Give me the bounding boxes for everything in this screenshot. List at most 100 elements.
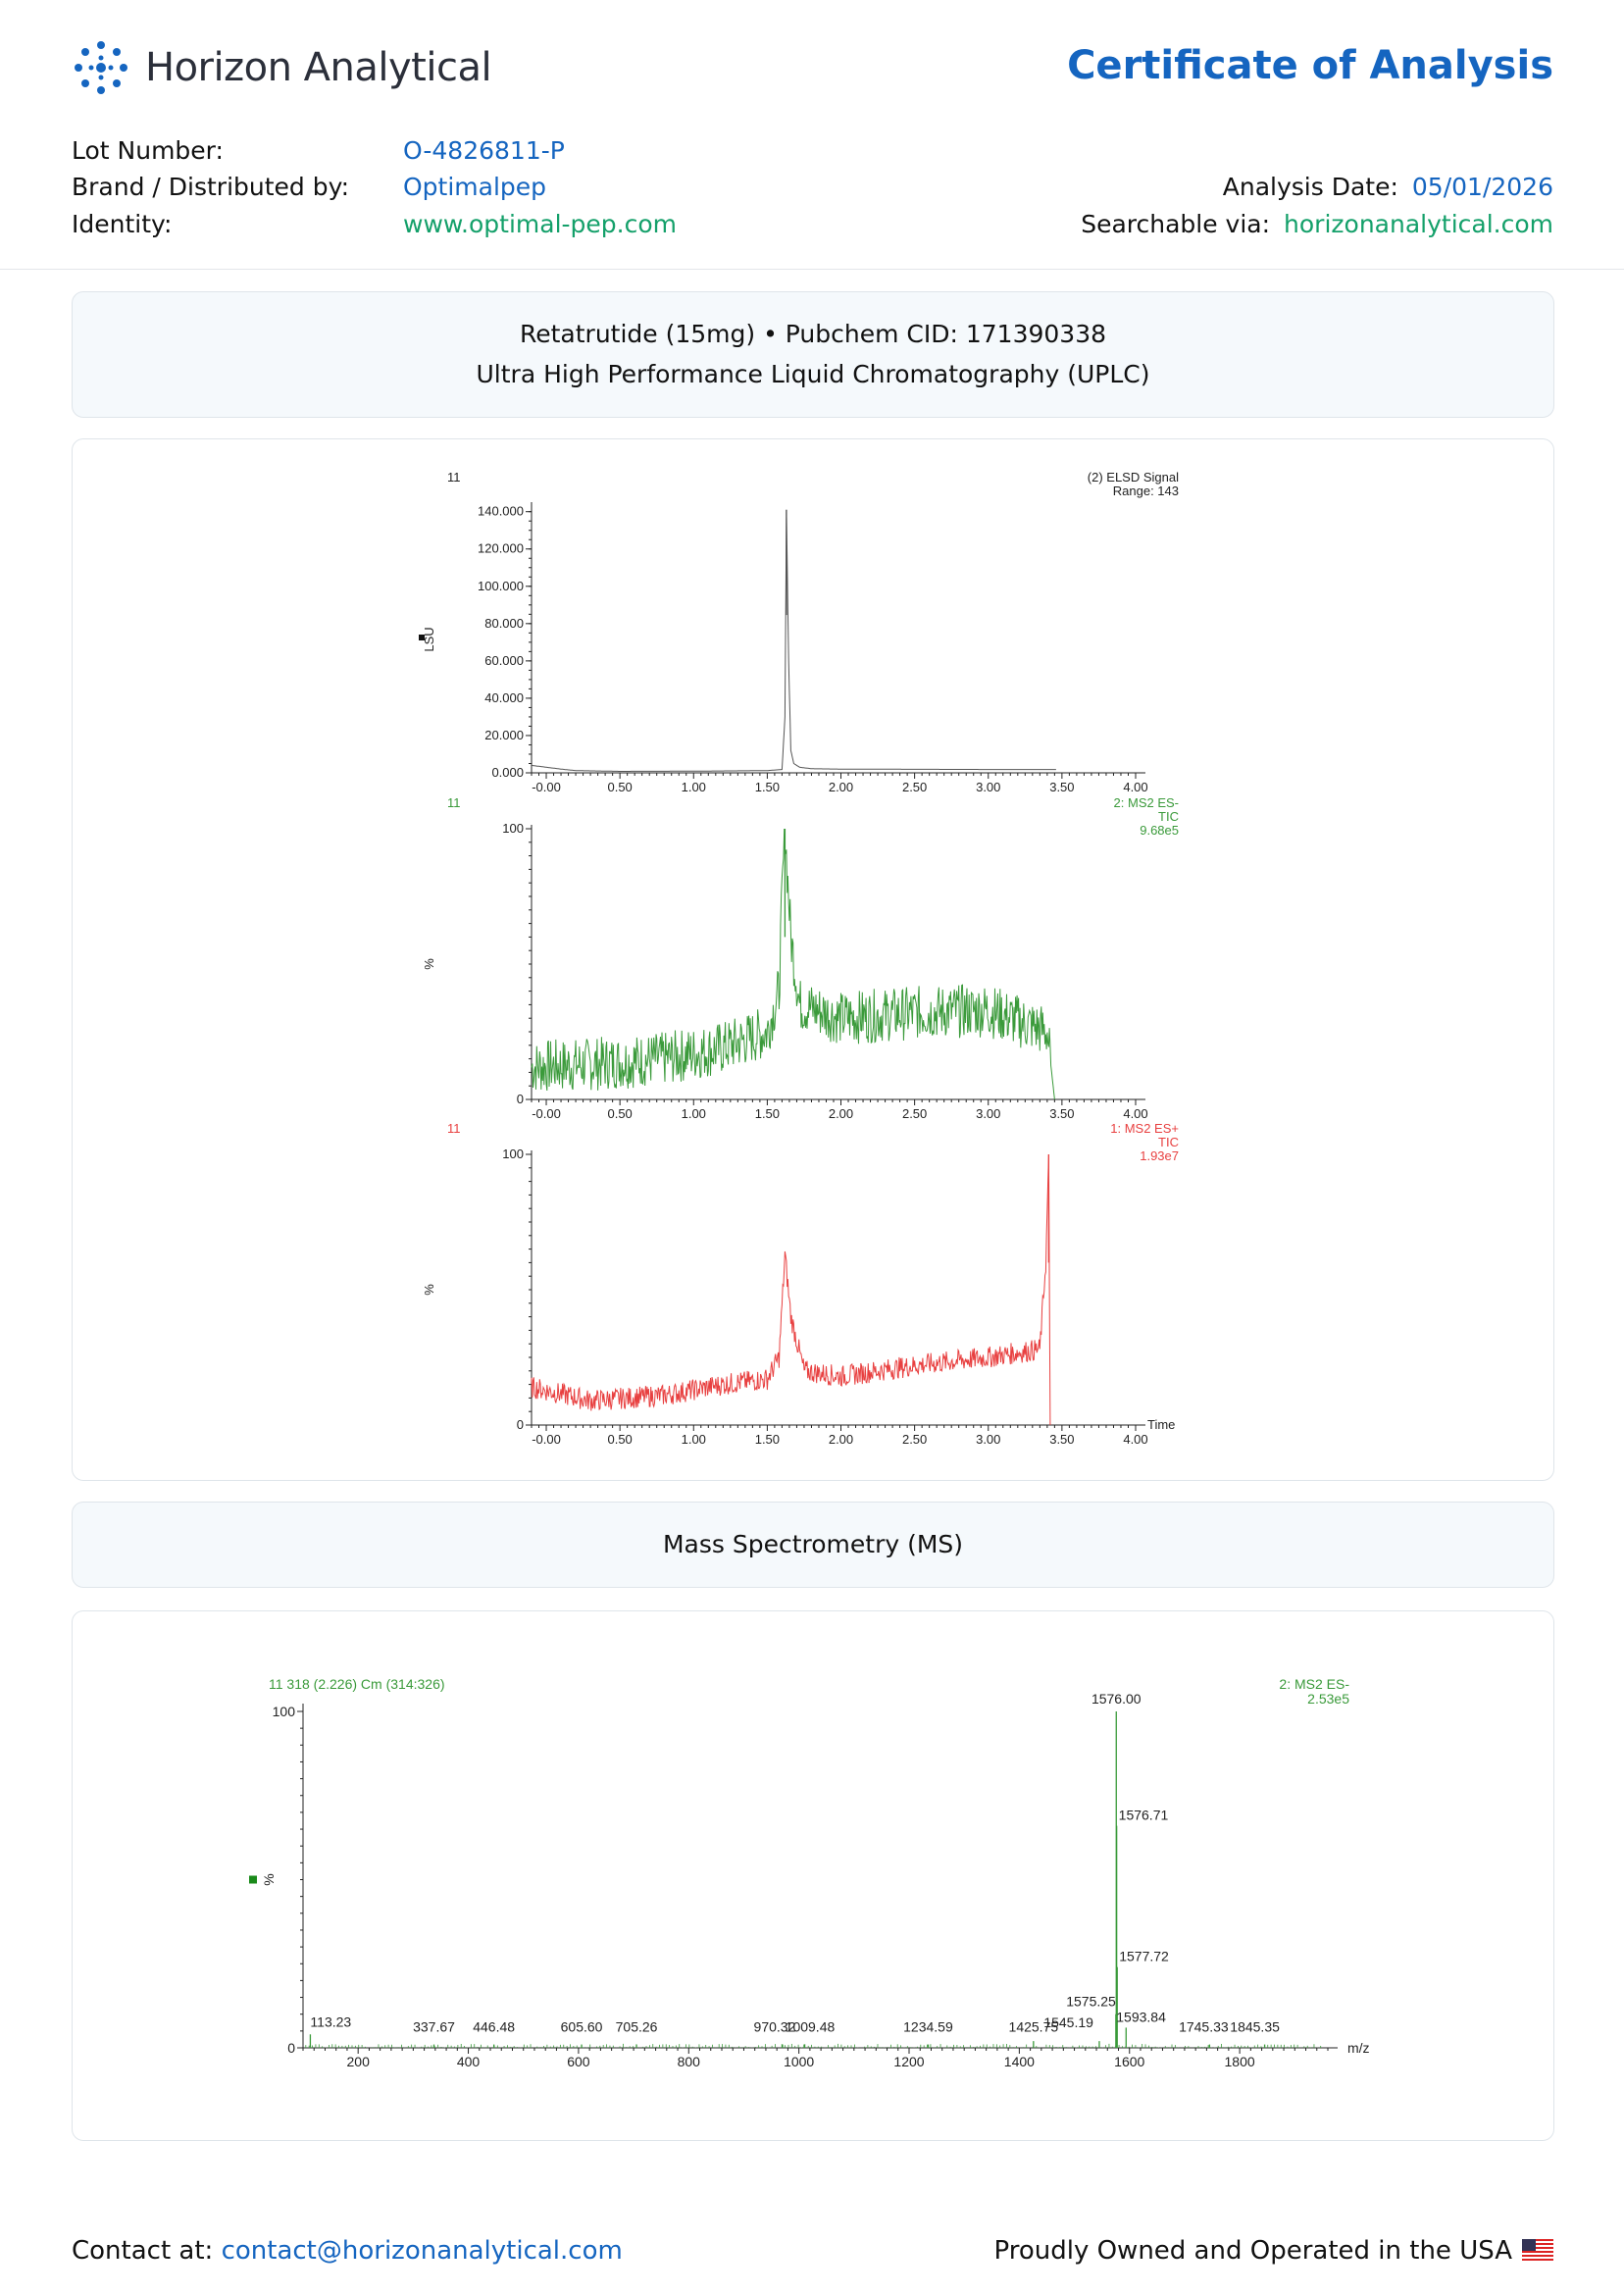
peak-label: 1234.59 (903, 2019, 953, 2035)
identity-value[interactable]: www.optimal-pep.com (403, 210, 678, 238)
peak-label: 1575.25 (1066, 1994, 1116, 2010)
x-tick-label: 1.50 (755, 780, 780, 794)
y-tick-label: 100 (273, 1704, 296, 1719)
peak-label: 1845.35 (1230, 2019, 1280, 2035)
legend-entry: 1.93e7 (1140, 1148, 1179, 1163)
x-tick-label: 2.00 (829, 780, 853, 794)
y-tick-label: 60.000 (484, 653, 524, 668)
x-tick-label: 0.50 (607, 1106, 632, 1121)
lot-value: O-4826811-P (403, 136, 565, 165)
owned-operated: Proudly Owned and Operated in the USA (993, 2236, 1553, 2266)
trace-ms2-es-plus (531, 1153, 1051, 1426)
y-tick-label: 0 (287, 2040, 295, 2056)
search-label: Searchable via: (1081, 210, 1271, 238)
legend-entry: 2: MS2 ES- (1114, 795, 1179, 810)
peak-label: 970.32 (754, 2019, 796, 2035)
x-tick-label: 3.50 (1049, 1106, 1074, 1121)
legend-entry: TIC (1158, 1135, 1179, 1149)
trace-elsd (531, 509, 1056, 772)
y-tick-label: 80.000 (484, 616, 524, 631)
x-axis-label: Time (1147, 1417, 1175, 1432)
peak-label: 705.26 (616, 2019, 658, 2035)
y-tick-label: 0.000 (491, 765, 524, 780)
y-tick-label: 140.000 (478, 504, 524, 519)
y-tick-label: 40.000 (484, 690, 524, 705)
legend-entry: Range: 143 (1113, 484, 1179, 498)
spectrum-header: 11 318 (2.226) Cm (314:326) (269, 1676, 445, 1692)
peak-label: 1593.84 (1116, 2009, 1166, 2024)
page-title: Certificate of Analysis (1067, 43, 1553, 88)
x-tick-label: 400 (457, 2054, 481, 2069)
x-tick-label: 1.00 (682, 780, 706, 794)
trace-ms2-es-minus (531, 828, 1055, 1100)
legend-entry: 2.53e5 (1307, 1691, 1349, 1707)
sample-number: 11 (447, 795, 461, 810)
x-tick-label: 3.50 (1049, 780, 1074, 794)
x-tick-label: 1600 (1114, 2054, 1144, 2069)
x-tick-label: 2.50 (902, 1106, 927, 1121)
x-tick-label: 1.50 (755, 1432, 780, 1447)
y-axis-label: % (422, 1284, 436, 1296)
x-tick-label: 200 (347, 2054, 371, 2069)
x-tick-label: 1400 (1004, 2054, 1035, 2069)
y-tick-label: 0 (517, 1417, 524, 1432)
x-tick-label: -0.00 (532, 1106, 561, 1121)
uplc-chromatogram: -0.00 0.50 1.00 1.50 2.00 2.50 3.00 3.50 4.00 0.0… (419, 470, 1179, 1447)
uplc-chart-box: -0.00 0.50 1.00 1.50 2.00 2.50 3.00 3.50 4.00 0.0… (72, 438, 1554, 1481)
x-tick-label: 1.50 (755, 1106, 780, 1121)
ms-chart-box: 11 318 (2.226) Cm (314:326) 2: MS2 ES- 2.5… (72, 1610, 1554, 2141)
y-tick-label: 0 (517, 1092, 524, 1106)
x-tick-label: 1.00 (682, 1106, 706, 1121)
x-tick-label: 2.50 (902, 1432, 927, 1447)
brand-value: Optimalpep (403, 173, 547, 201)
contact-email[interactable]: contact@horizonanalytical.com (221, 2236, 623, 2266)
legend-entry: TIC (1158, 809, 1179, 824)
y-axis-label: LSU (422, 627, 436, 651)
legend-entry: 1: MS2 ES+ (1110, 1121, 1179, 1136)
x-tick-label: 3.00 (976, 780, 1000, 794)
x-axis-label: m/z (1347, 2040, 1370, 2056)
y-marker (249, 1875, 257, 1884)
peak-label: 113.23 (310, 2014, 351, 2029)
peak-label: 1576.00 (1091, 1691, 1142, 1707)
peak-label: 605.60 (561, 2019, 603, 2035)
x-tick-label: 4.00 (1123, 1432, 1147, 1447)
peak-label: 1009.48 (786, 2019, 836, 2035)
x-tick-label: 2.00 (829, 1106, 853, 1121)
date-label: Analysis Date: (1222, 173, 1398, 201)
x-tick-label: 800 (678, 2054, 701, 2069)
company-logo: Horizon Analytical (71, 37, 492, 98)
identity-label: Identity: (72, 210, 173, 238)
header-divider (0, 269, 1624, 270)
sample-number: 11 (447, 1121, 461, 1136)
x-tick-label: 1200 (893, 2054, 924, 2069)
peak-label: 337.67 (413, 2019, 455, 2035)
x-tick-label: 2.00 (829, 1432, 853, 1447)
x-tick-label: 3.50 (1049, 1432, 1074, 1447)
y-tick-label: 100 (502, 821, 524, 836)
legend-entry: 2: MS2 ES- (1279, 1676, 1349, 1692)
search-value[interactable]: horizonanalytical.com (1284, 210, 1553, 238)
x-tick-label: 4.00 (1123, 780, 1147, 794)
molecule-icon (75, 41, 127, 94)
y-marker (419, 635, 425, 640)
us-flag-icon (1522, 2239, 1553, 2263)
x-tick-label: 600 (567, 2054, 590, 2069)
peak-label: 446.48 (473, 2019, 515, 2035)
company-name: Horizon Analytical (145, 45, 492, 90)
x-tick-label: 1800 (1225, 2054, 1255, 2069)
x-tick-label: -0.00 (532, 780, 561, 794)
peak-label: 1545.19 (1043, 2014, 1093, 2030)
lot-label: Lot Number: (72, 136, 224, 165)
analysis-date: Analysis Date: 05/01/2026 (1223, 173, 1553, 201)
y-tick-label: 100.000 (478, 579, 524, 593)
ms-title: Mass Spectrometry (MS) (662, 1530, 964, 1558)
y-axis-label: % (261, 1873, 277, 1885)
contact: Contact at: contact@horizonanalytical.co… (72, 2236, 623, 2266)
method-line: Ultra High Performance Liquid Chromatogr… (476, 360, 1150, 388)
y-tick-label: 100 (502, 1147, 524, 1161)
x-tick-label: 0.50 (607, 780, 632, 794)
x-tick-label: 0.50 (607, 1432, 632, 1447)
brand-label: Brand / Distributed by: (72, 173, 350, 201)
owned-text: Proudly Owned and Operated in the USA (993, 2236, 1512, 2266)
